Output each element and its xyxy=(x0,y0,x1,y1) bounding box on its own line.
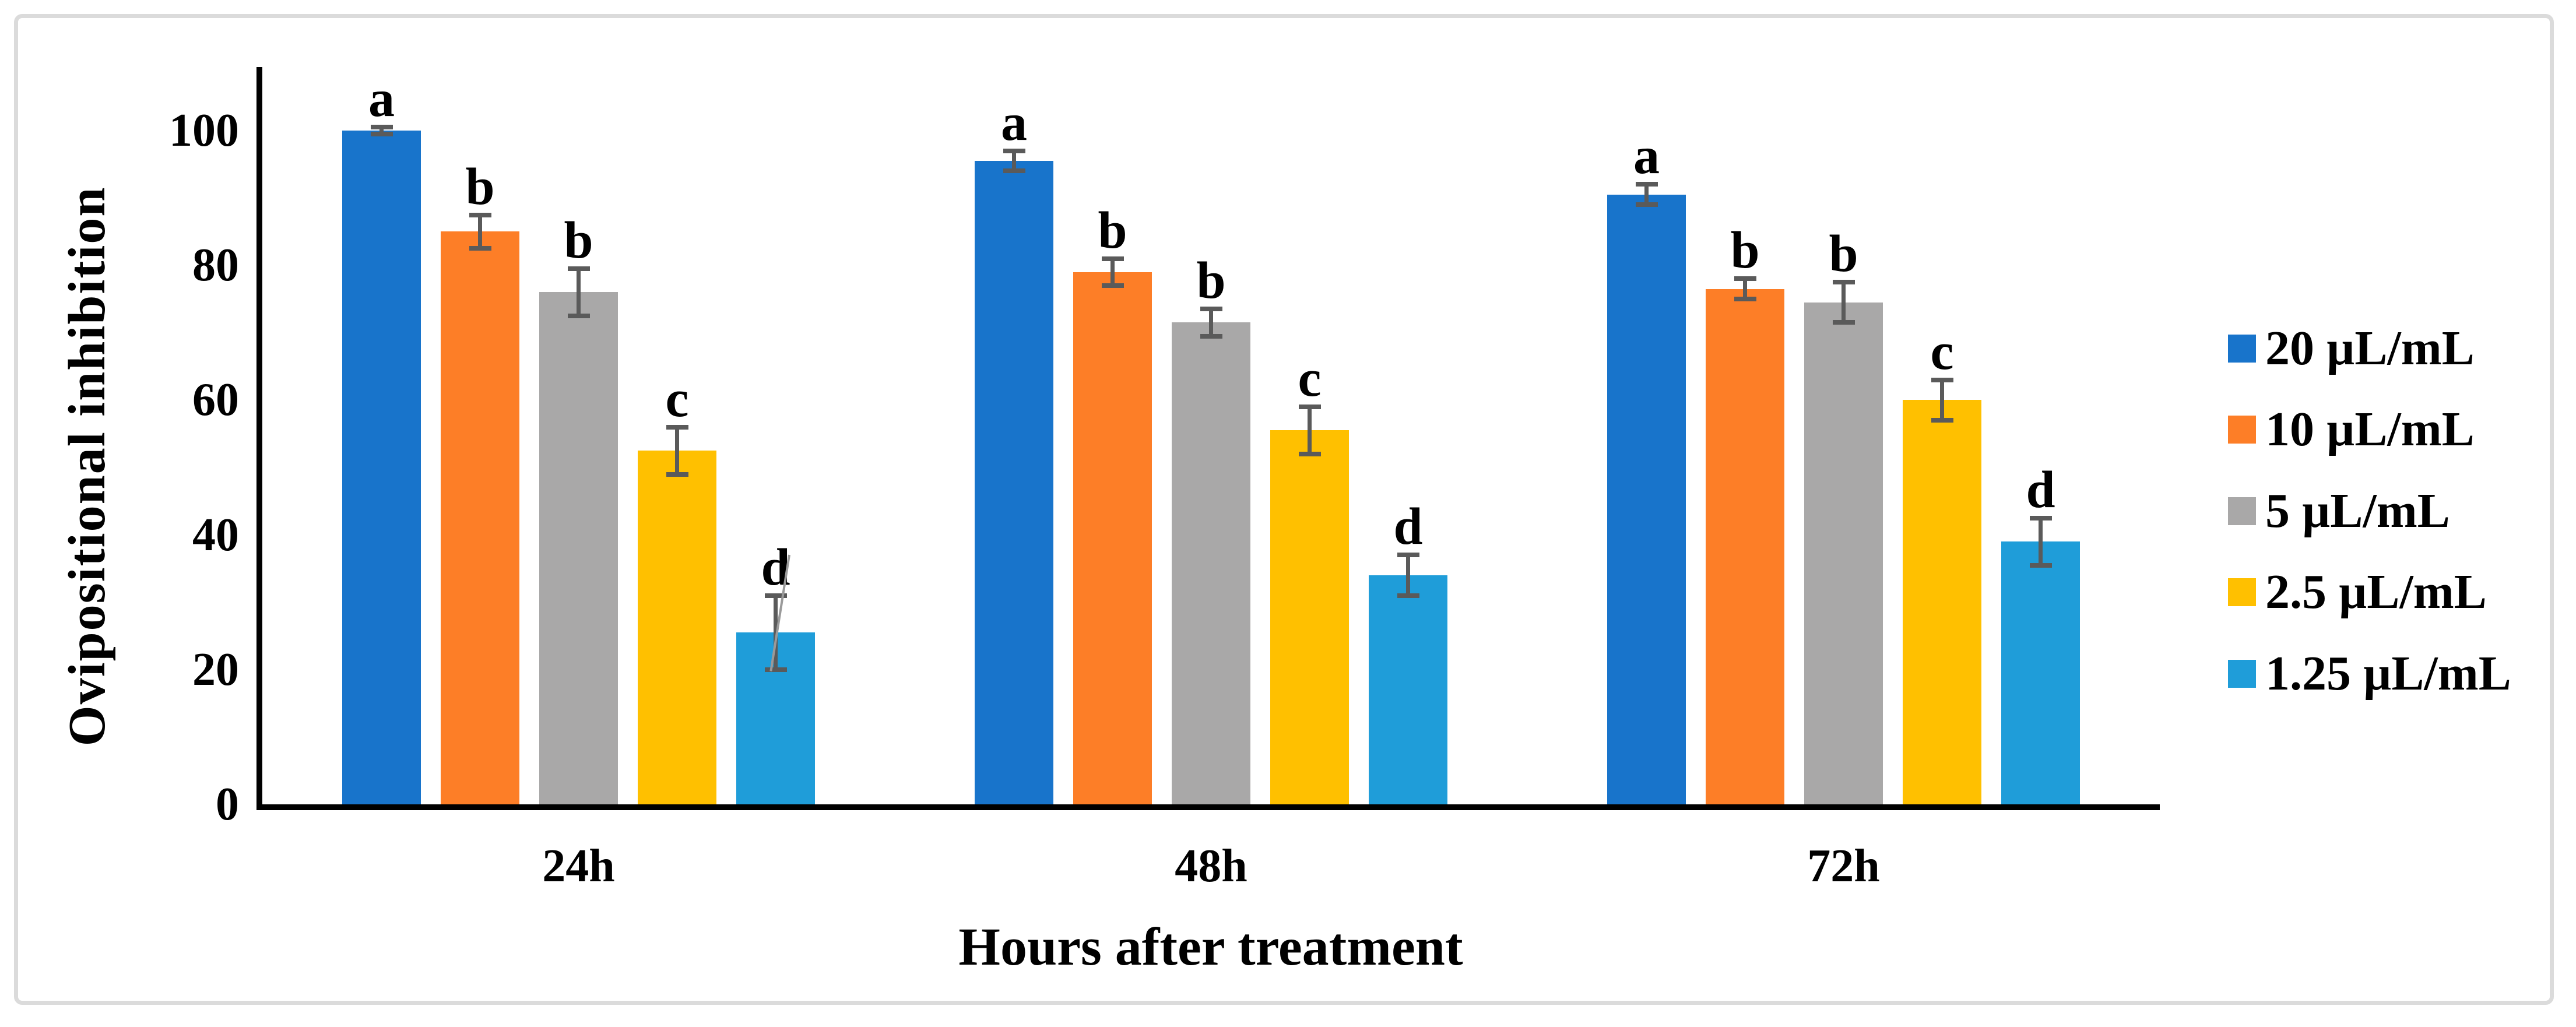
error-bar-cap-bottom xyxy=(1734,297,1756,301)
legend-label: 20 µL/mL xyxy=(2265,321,2475,375)
error-bar-cap-top xyxy=(370,125,393,130)
error-bar-cap-bottom xyxy=(764,667,787,672)
y-tick-label: 40 xyxy=(192,509,239,561)
legend-swatch xyxy=(2228,497,2256,525)
error-bar-cap-bottom xyxy=(469,246,491,251)
error-bar-line xyxy=(2039,518,2043,565)
bar-72h-series5 xyxy=(2001,541,2080,804)
error-bar-cap-top xyxy=(2029,515,2052,520)
error-bar-line xyxy=(478,214,482,249)
bar-24h-series1 xyxy=(342,131,421,804)
x-tick-label: 48h xyxy=(1175,840,1247,892)
legend-label: 10 µL/mL xyxy=(2265,402,2475,456)
error-bar-cap-bottom xyxy=(370,131,393,136)
x-axis-title: Hours after treatment xyxy=(958,917,1463,976)
sig-letter: b xyxy=(1098,201,1127,259)
sig-letter: b xyxy=(1730,221,1760,280)
sig-letter: a xyxy=(368,70,395,128)
error-bar-cap-top xyxy=(1101,256,1124,261)
x-axis-line xyxy=(256,804,2160,810)
error-bar-cap-top xyxy=(567,266,590,271)
error-bar-cap-bottom xyxy=(1397,593,1419,598)
legend-swatch xyxy=(2228,660,2256,688)
sig-letter: d xyxy=(761,538,790,596)
bar-48h-series1 xyxy=(975,161,1053,804)
y-tick-label: 100 xyxy=(169,105,239,156)
sig-letter: c xyxy=(1298,349,1322,407)
error-bar-cap-bottom xyxy=(1832,320,1855,325)
error-bar-cap-top xyxy=(469,212,491,217)
sig-letter: b xyxy=(1196,252,1226,310)
bar-72h-series3 xyxy=(1804,302,1883,804)
bar-48h-series5 xyxy=(1369,575,1447,804)
bar-24h-series2 xyxy=(441,231,519,804)
error-bar-line xyxy=(675,427,679,474)
error-bar-cap-top xyxy=(1200,307,1222,312)
bar-72h-series1 xyxy=(1607,194,1686,804)
error-bar-cap-bottom xyxy=(1101,283,1124,288)
error-bar-line xyxy=(1110,258,1115,286)
error-bar-cap-bottom xyxy=(666,472,688,477)
bar-48h-series4 xyxy=(1270,430,1349,804)
error-bar-cap-top xyxy=(764,593,787,598)
sig-letter: a xyxy=(1633,127,1660,185)
y-tick-label: 60 xyxy=(192,374,239,426)
error-bar-cap-top xyxy=(1635,182,1658,187)
error-bar-cap-top xyxy=(1298,404,1321,409)
y-axis-title: Ovipositional inhibition xyxy=(58,186,116,747)
y-tick-label: 0 xyxy=(216,779,239,830)
bar-48h-series3 xyxy=(1172,322,1250,804)
error-bar-line xyxy=(1644,184,1649,205)
legend-swatch xyxy=(2228,335,2256,363)
sig-letter: b xyxy=(564,211,593,269)
sig-letter: b xyxy=(465,157,495,216)
y-tick-label: 80 xyxy=(192,240,239,291)
legend-label: 1.25 µL/mL xyxy=(2265,646,2511,701)
sig-letter: c xyxy=(1930,322,1954,381)
bar-24h-series4 xyxy=(638,451,716,804)
x-tick-label: 24h xyxy=(542,840,615,892)
y-tick-label: 20 xyxy=(192,643,239,695)
error-bar-line xyxy=(1406,555,1410,596)
error-bar-cap-bottom xyxy=(1003,168,1025,174)
error-bar-line xyxy=(1940,379,1944,421)
error-bar-cap-top xyxy=(1397,553,1419,558)
error-bar-cap-bottom xyxy=(1298,451,1321,456)
error-bar-line xyxy=(577,268,581,316)
bar-24h-series3 xyxy=(539,292,618,804)
sig-letter: d xyxy=(1393,498,1423,556)
bar-72h-series2 xyxy=(1706,289,1784,804)
error-bar-cap-top xyxy=(1734,276,1756,282)
error-bar-line xyxy=(1308,406,1312,454)
sig-letter: c xyxy=(665,370,689,428)
x-tick-label: 72h xyxy=(1807,840,1880,892)
error-bar-cap-bottom xyxy=(2029,562,2052,568)
error-bar-cap-bottom xyxy=(1200,333,1222,339)
error-bar-cap-top xyxy=(666,424,688,430)
sig-letter: a xyxy=(1001,93,1027,152)
error-bar-cap-bottom xyxy=(1931,418,1953,423)
error-bar-line xyxy=(1841,282,1846,323)
error-bar-cap-top xyxy=(1931,377,1953,382)
error-bar-cap-top xyxy=(1003,148,1025,153)
sig-letter: d xyxy=(2026,460,2055,519)
error-bar-cap-bottom xyxy=(1635,202,1658,207)
legend-swatch xyxy=(2228,578,2256,606)
error-bar-line xyxy=(379,127,384,134)
legend-label: 2.5 µL/mL xyxy=(2265,565,2487,619)
error-bar-line xyxy=(1012,150,1016,171)
legend-label: 5 µL/mL xyxy=(2265,484,2450,538)
bar-72h-series4 xyxy=(1903,400,1981,804)
error-bar-cap-top xyxy=(1832,280,1855,285)
error-bar-line xyxy=(1209,309,1213,336)
y-axis-line xyxy=(256,67,262,810)
error-bar-line xyxy=(1743,279,1747,299)
sig-letter: b xyxy=(1829,225,1858,283)
bar-48h-series2 xyxy=(1073,272,1152,804)
error-bar-cap-bottom xyxy=(567,313,590,318)
legend-swatch xyxy=(2228,416,2256,444)
